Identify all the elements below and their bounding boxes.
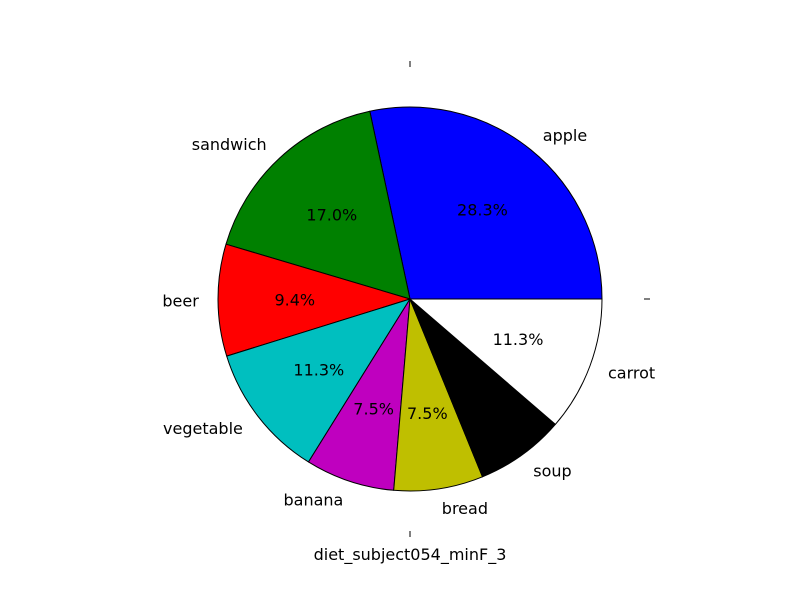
category-label-beer: beer xyxy=(162,291,199,310)
pie-slice-apple xyxy=(369,106,603,300)
pie-slice-carrot xyxy=(409,298,603,425)
pie-slice-beer xyxy=(217,243,411,357)
percentage-labels: 28.3% 17.0% 9.4% 11.3% 7.5% 7.5% 11.3% xyxy=(274,200,543,422)
category-label-sandwich: sandwich xyxy=(192,135,267,154)
pct-label-beer: 9.4% xyxy=(274,291,315,310)
pct-label-banana: 7.5% xyxy=(353,399,394,418)
pct-label-vegetable: 11.3% xyxy=(293,360,344,379)
pct-label-sandwich: 17.0% xyxy=(306,205,357,224)
x-axis-label: diet_subject054_minF_3 xyxy=(314,545,507,565)
category-labels: apple sandwich beer vegetable banana bread sou… xyxy=(162,126,655,518)
pct-label-carrot: 11.3% xyxy=(493,330,544,349)
pie-slice-vegetable xyxy=(226,298,411,463)
category-label-banana: banana xyxy=(283,490,343,509)
category-label-soup: soup xyxy=(533,461,571,480)
category-label-vegetable: vegetable xyxy=(163,419,243,438)
category-label-apple: apple xyxy=(543,126,587,145)
pie-slice-sandwich xyxy=(225,110,411,300)
pie-slices xyxy=(217,106,603,492)
category-label-bread: bread xyxy=(442,499,488,518)
pct-label-apple: 28.3% xyxy=(457,200,508,219)
axis-ticks xyxy=(409,61,650,537)
pct-label-bread: 7.5% xyxy=(407,404,448,423)
category-label-carrot: carrot xyxy=(608,364,655,383)
